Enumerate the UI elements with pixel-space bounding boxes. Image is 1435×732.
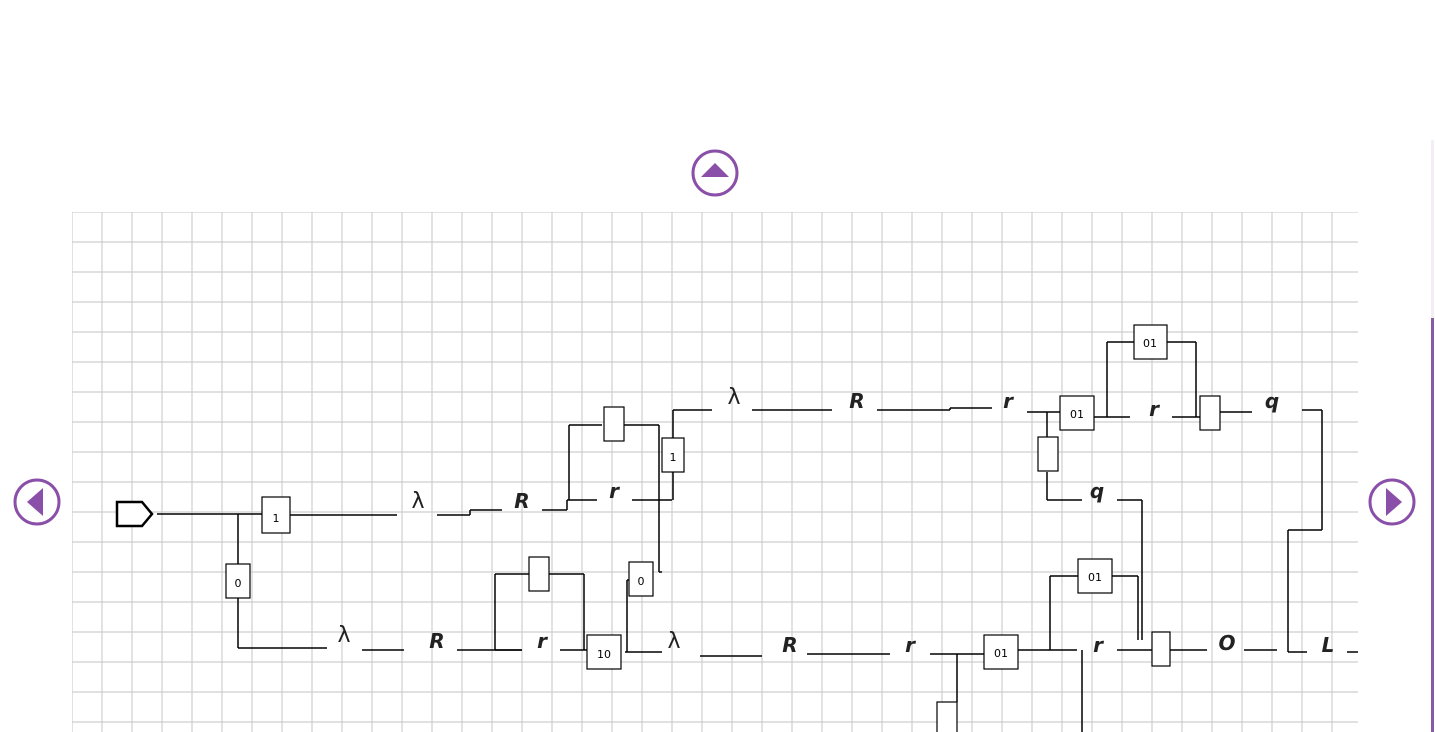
- symbol-labels: λ R r λ R r λ R r r q q λ R r r O L: [337, 385, 1334, 657]
- right-arrow-circle-icon: [1368, 478, 1416, 526]
- box-blank-d[interactable]: [1199, 395, 1221, 431]
- lambda-4: λ: [667, 629, 680, 654]
- svg-text:01: 01: [1070, 408, 1084, 421]
- box-1[interactable]: 1: [261, 496, 291, 534]
- R-2: R: [429, 629, 444, 653]
- box-blank-a[interactable]: [603, 406, 625, 442]
- right-panel-accent: [1431, 318, 1434, 732]
- lambda-3: λ: [727, 385, 740, 410]
- q-2: q: [1090, 479, 1104, 503]
- box-blank-c[interactable]: [1037, 436, 1059, 472]
- box-blank-e[interactable]: [1151, 631, 1171, 667]
- scroll-left-button[interactable]: [13, 478, 61, 526]
- svg-text:1: 1: [670, 451, 677, 464]
- svg-text:0: 0: [235, 577, 242, 590]
- r-3: r: [1003, 389, 1014, 413]
- box-0b[interactable]: 0: [628, 561, 654, 597]
- box-01-top[interactable]: 01: [1133, 324, 1168, 360]
- r-4: r: [1149, 397, 1160, 421]
- svg-text:01: 01: [1143, 337, 1157, 350]
- lambda-2: λ: [337, 623, 350, 648]
- box-blank-b[interactable]: [528, 556, 550, 592]
- grid: [72, 212, 1358, 732]
- start-pentagon-icon[interactable]: [115, 500, 154, 528]
- svg-text:0: 0: [638, 575, 645, 588]
- svg-text:1: 1: [273, 512, 280, 525]
- svg-text:01: 01: [1088, 571, 1102, 584]
- r-7: r: [1093, 633, 1104, 657]
- box-01-bottom[interactable]: 01: [983, 634, 1019, 670]
- R-4: R: [782, 633, 797, 657]
- box-01-right[interactable]: 01: [1059, 395, 1095, 431]
- state-diagram: 1 0 1 0 10 01 01 01: [72, 212, 1358, 732]
- r-1: r: [609, 479, 620, 503]
- L-1: L: [1322, 633, 1335, 657]
- r-2: r: [537, 629, 548, 653]
- R-1: R: [514, 489, 529, 513]
- diagram-canvas[interactable]: 1 0 1 0 10 01 01 01: [72, 212, 1358, 732]
- svg-text:10: 10: [597, 648, 611, 661]
- box-blank-f[interactable]: [936, 701, 958, 732]
- box-1b[interactable]: 1: [661, 437, 685, 473]
- wires: [157, 341, 1358, 732]
- box-0a[interactable]: 0: [225, 563, 251, 599]
- box-10[interactable]: 10: [586, 634, 622, 670]
- scroll-up-button[interactable]: [691, 149, 739, 197]
- up-arrow-circle-icon: [691, 149, 739, 197]
- left-arrow-circle-icon: [13, 478, 61, 526]
- scroll-right-button[interactable]: [1368, 478, 1416, 526]
- r-6: r: [905, 633, 916, 657]
- lambda-1: λ: [411, 489, 424, 514]
- svg-text:01: 01: [994, 647, 1008, 660]
- R-3: R: [849, 389, 864, 413]
- box-01-mid[interactable]: 01: [1077, 558, 1113, 594]
- O-1: O: [1218, 631, 1235, 655]
- q-1: q: [1265, 389, 1279, 413]
